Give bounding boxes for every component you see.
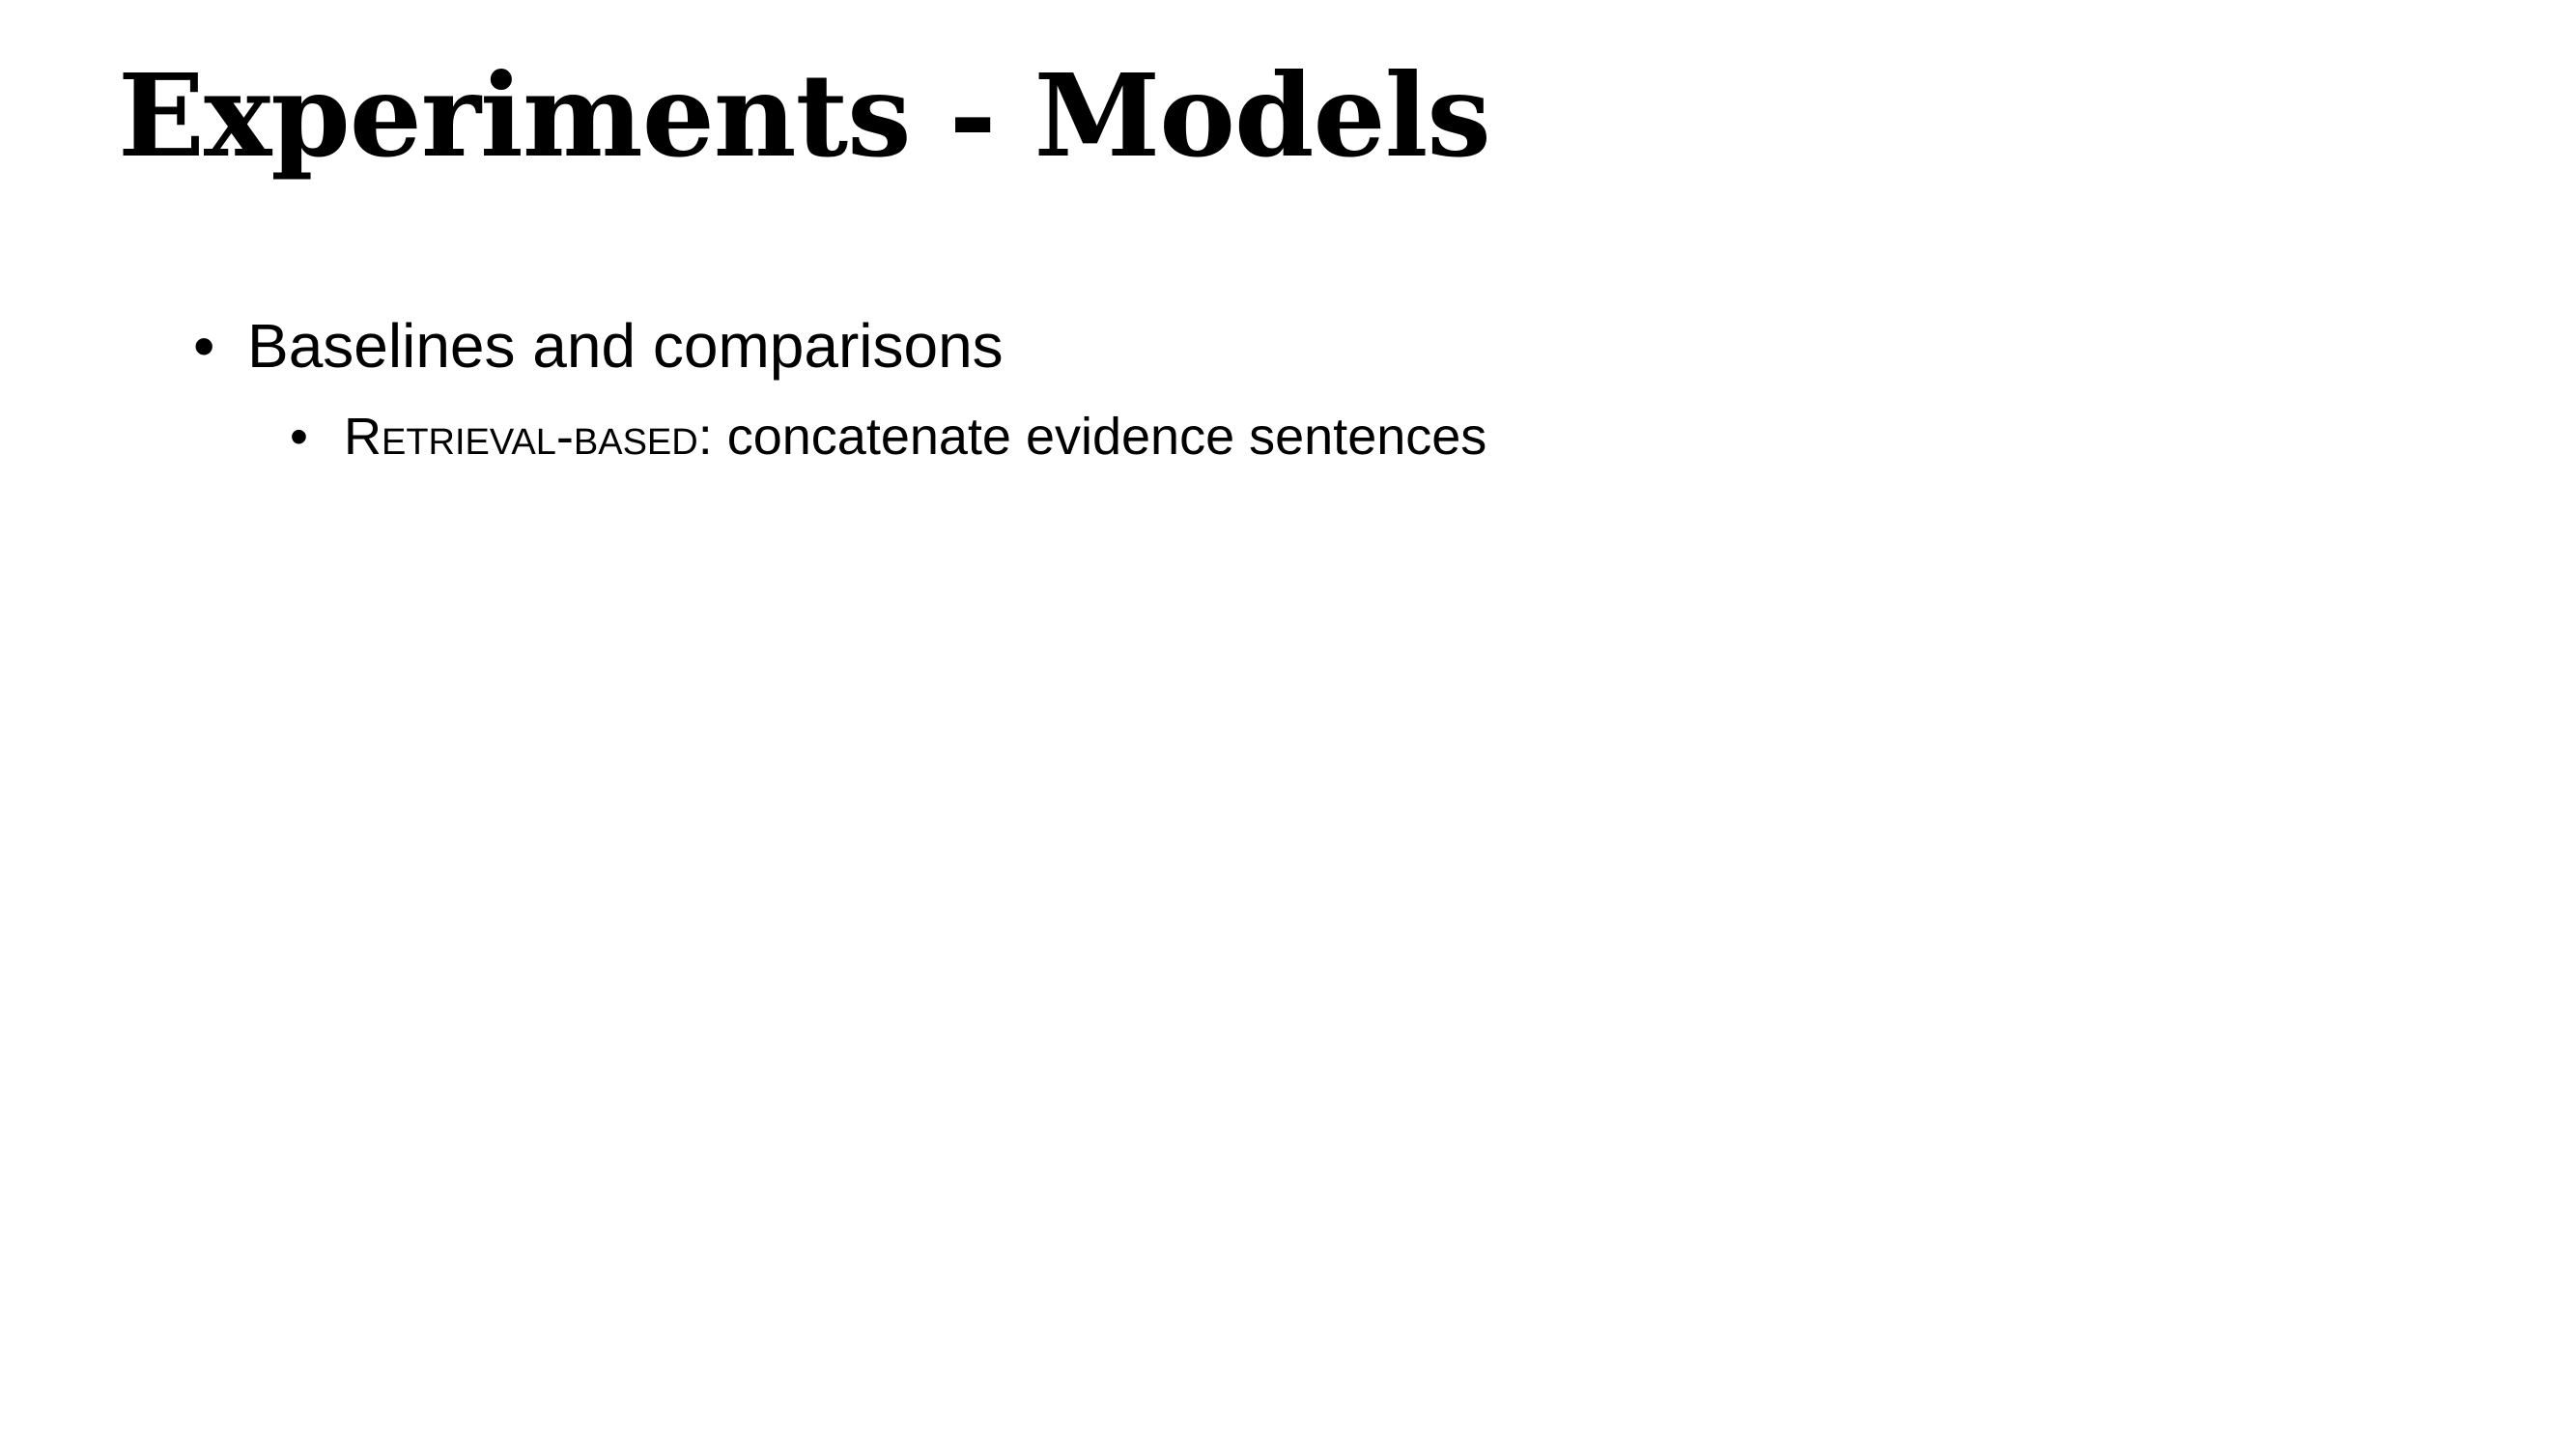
bullet-dot-icon: • xyxy=(193,311,215,381)
bullet-text: Baselines and comparisons xyxy=(247,311,1004,381)
sub-bullet-term: Retrieval-based xyxy=(344,408,698,466)
sub-bullet-dot-icon: • xyxy=(290,408,308,466)
bullet-baselines: • Baselines and comparisons xyxy=(193,309,1004,384)
sub-bullet-retrieval-based: • Retrieval-based: concatenate evidence s… xyxy=(290,406,1486,469)
slide-title: Experiments - Models xyxy=(118,48,1491,183)
sub-bullet-text: : concatenate evidence sentences xyxy=(697,408,1487,466)
